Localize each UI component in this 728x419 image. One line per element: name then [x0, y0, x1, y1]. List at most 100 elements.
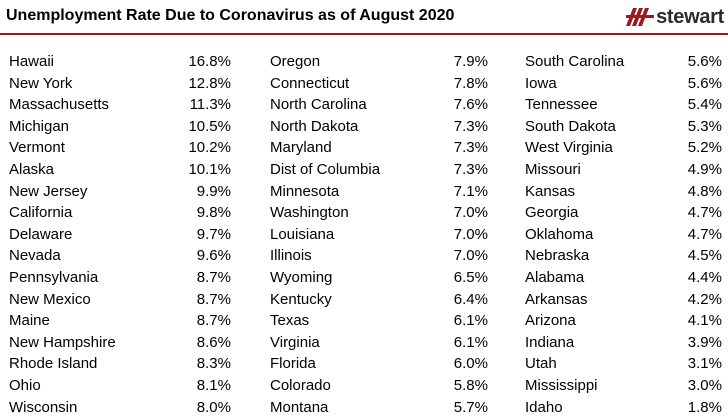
- unemployment-rate: 7.6%: [453, 96, 488, 114]
- unemployment-rate: 4.2%: [687, 290, 722, 308]
- table-row: Kentucky 6.4%: [270, 289, 488, 311]
- state-name: Hawaii: [9, 53, 55, 70]
- unemployment-rate: 4.8%: [687, 182, 722, 200]
- state-name: Arkansas: [525, 290, 588, 308]
- table-row: Massachusetts 11.3%: [9, 94, 231, 116]
- unemployment-rate: 12.8%: [188, 74, 231, 92]
- state-name: Delaware: [9, 225, 73, 243]
- table-row: Alabama 4.4%: [525, 267, 722, 289]
- table-row: Idaho 1.8%: [525, 397, 722, 419]
- state-name: Florida: [270, 355, 316, 373]
- unemployment-rate: 16.8%: [188, 53, 231, 70]
- state-name: Alabama: [525, 268, 585, 286]
- table-row: California 9.8%: [9, 202, 231, 224]
- table-row: North Carolina 7.6%: [270, 94, 488, 116]
- unemployment-rate: 5.4%: [687, 96, 722, 114]
- logo-text: stewart: [656, 5, 724, 28]
- table-row: Virginia 6.1%: [270, 332, 488, 354]
- unemployment-rate: 6.1%: [453, 312, 488, 330]
- state-column-3: South Carolina 5.6% Iowa 5.6% Tennessee 5.4% S…: [525, 51, 722, 418]
- unemployment-rate: 6.0%: [453, 355, 488, 373]
- table-row: Rhode Island 8.3%: [9, 353, 231, 375]
- table-row: Nebraska 4.5%: [525, 245, 722, 267]
- table-row: Wisconsin 8.0%: [9, 397, 231, 419]
- unemployment-rate: 8.1%: [196, 376, 231, 394]
- unemployment-rate: 5.6%: [687, 74, 722, 92]
- stewart-logo-icon: [626, 8, 655, 26]
- stewart-logo: stewart: [625, 6, 724, 28]
- unemployment-rate: 7.9%: [453, 53, 488, 70]
- state-name: North Dakota: [270, 117, 359, 135]
- state-name: Nebraska: [525, 247, 590, 265]
- state-name: Texas: [270, 312, 310, 330]
- state-name: Colorado: [270, 376, 331, 394]
- state-name: Kansas: [525, 182, 576, 200]
- unemployment-rate: 4.5%: [687, 247, 722, 265]
- state-name: Ohio: [9, 376, 41, 394]
- header-divider: [0, 33, 728, 35]
- state-name: North Carolina: [270, 96, 367, 114]
- state-name: Wisconsin: [9, 398, 78, 416]
- state-name: California: [9, 204, 73, 222]
- table-row: Michigan 10.5%: [9, 116, 231, 138]
- state-name: Pennsylvania: [9, 268, 99, 286]
- state-name: Illinois: [270, 247, 312, 265]
- table-row: Montana 5.7%: [270, 397, 488, 419]
- table-row: Vermont 10.2%: [9, 137, 231, 159]
- state-name: Arizona: [525, 312, 576, 330]
- state-name: Louisiana: [270, 225, 335, 243]
- unemployment-rate: 6.1%: [453, 333, 488, 351]
- state-name: Maine: [9, 312, 50, 330]
- state-name: Iowa: [525, 74, 557, 92]
- table-row: Oregon 7.9%: [270, 51, 488, 73]
- table-row: Pennsylvania 8.7%: [9, 267, 231, 289]
- state-name: Oklahoma: [525, 225, 594, 243]
- table-row: New Jersey 9.9%: [9, 181, 231, 203]
- state-name: Kentucky: [270, 290, 332, 308]
- state-name: Maryland: [270, 139, 332, 157]
- unemployment-rate: 7.0%: [453, 204, 488, 222]
- table-row: North Dakota 7.3%: [270, 116, 488, 138]
- unemployment-rate: 1.8%: [687, 398, 722, 416]
- unemployment-rate: 9.6%: [196, 247, 231, 265]
- unemployment-rate: 8.3%: [196, 355, 231, 373]
- unemployment-rate: 4.7%: [687, 204, 722, 222]
- unemployment-rate: 3.1%: [687, 355, 722, 373]
- unemployment-rate: 4.7%: [687, 225, 722, 243]
- state-name: South Carolina: [525, 53, 625, 70]
- state-name: Michigan: [9, 117, 70, 135]
- unemployment-rate: 7.3%: [453, 117, 488, 135]
- state-name: Rhode Island: [9, 355, 98, 373]
- state-name: Georgia: [525, 204, 579, 222]
- unemployment-rate: 4.4%: [687, 268, 722, 286]
- table-row: South Carolina 5.6%: [525, 51, 722, 73]
- state-name: Oregon: [270, 53, 321, 70]
- state-name: Nevada: [9, 247, 61, 265]
- table-row: Dist of Columbia 7.3%: [270, 159, 488, 181]
- state-name: Missouri: [525, 160, 581, 178]
- table-row: Indiana 3.9%: [525, 332, 722, 354]
- state-name: Vermont: [9, 139, 65, 157]
- state-name: Alaska: [9, 160, 55, 178]
- unemployment-rate: 7.1%: [453, 182, 488, 200]
- table-row: Georgia 4.7%: [525, 202, 722, 224]
- table-row: Hawaii 16.8%: [9, 51, 231, 73]
- table-row: Iowa 5.6%: [525, 73, 722, 95]
- unemployment-rate: 8.0%: [196, 398, 231, 416]
- unemployment-rate: 9.7%: [196, 225, 231, 243]
- unemployment-rate: 5.6%: [687, 53, 722, 70]
- state-name: West Virginia: [525, 139, 613, 157]
- unemployment-rate: 5.7%: [453, 398, 488, 416]
- unemployment-rate: 7.0%: [453, 247, 488, 265]
- state-name: New Mexico: [9, 290, 91, 308]
- state-name: Connecticut: [270, 74, 350, 92]
- table-row: Mississippi 3.0%: [525, 375, 722, 397]
- unemployment-rate: 8.7%: [196, 290, 231, 308]
- table-row: Washington 7.0%: [270, 202, 488, 224]
- unemployment-rate: 7.3%: [453, 139, 488, 157]
- table-row: Oklahoma 4.7%: [525, 224, 722, 246]
- state-name: Utah: [525, 355, 557, 373]
- state-name: Washington: [270, 204, 349, 222]
- state-column-1: Hawaii 16.8% New York 12.8% Massachusetts 11.…: [9, 51, 231, 418]
- table-row: Wyoming 6.5%: [270, 267, 488, 289]
